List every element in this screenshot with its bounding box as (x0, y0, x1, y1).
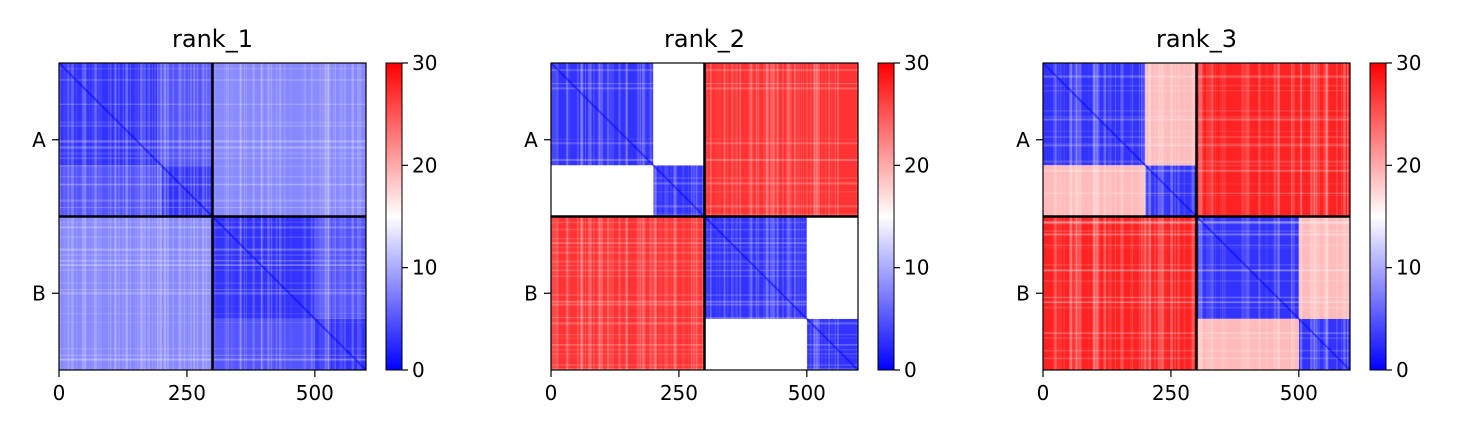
heatmap-block (59, 216, 213, 370)
heatmap-frame (58, 62, 367, 371)
heatmap-block (806, 216, 858, 319)
x-tick-label: 0 (545, 381, 558, 405)
x-tick-label: 0 (53, 381, 66, 405)
colorbar: 0 10 20 30 (877, 51, 929, 382)
heatmap-block (1196, 63, 1350, 217)
heatmap-panel-2: rank_2 0 250 500 A B 0 10 20 30 (524, 25, 929, 405)
heatmap-block (1043, 216, 1197, 370)
colorbar-gradient (385, 62, 403, 371)
colorbar: 0 10 20 30 (1369, 51, 1421, 382)
colorbar-tick-label: 30 (1396, 51, 1421, 75)
colorbar-tick-label: 20 (1396, 153, 1421, 177)
heatmap-panel-1: rank_1 0 250 500 A B 0 10 20 30 (32, 25, 437, 405)
heatmap-block (704, 63, 858, 217)
colorbar-tick-label: 20 (412, 153, 437, 177)
y-tick-label: B (32, 281, 46, 305)
y-tick-label: B (1016, 281, 1030, 305)
y-tick-label: B (524, 281, 538, 305)
heatmap-block (551, 216, 705, 370)
colorbar-tick-label: 30 (904, 51, 929, 75)
heatmap-block (1298, 216, 1350, 319)
heatmap-block (551, 165, 654, 217)
colorbar-tick-label: 10 (904, 256, 929, 280)
x-tick-label: 250 (1152, 381, 1190, 405)
colorbar-tick-label: 30 (412, 51, 437, 75)
x-tick-label: 0 (1037, 381, 1050, 405)
x-tick-label: 500 (788, 381, 826, 405)
heatmap-frame (1042, 62, 1351, 371)
heatmap-block (314, 216, 366, 319)
heatmap-block (1196, 318, 1299, 370)
heatmap-panel-3: rank_3 0 250 500 A B 0 10 20 30 (1016, 25, 1421, 405)
colorbar-tick-label: 0 (1396, 358, 1409, 382)
heatmap-block (653, 63, 705, 166)
colorbar: 0 10 20 30 (385, 51, 437, 382)
colorbar-tick-label: 10 (1396, 256, 1421, 280)
colorbar-tick-label: 0 (412, 358, 425, 382)
heatmap-block (1145, 63, 1197, 166)
colorbar-gradient (877, 62, 895, 371)
colorbar-tick-label: 0 (904, 358, 917, 382)
chart-title: rank_3 (1156, 25, 1237, 53)
x-tick-label: 500 (296, 381, 334, 405)
colorbar-gradient (1369, 62, 1387, 371)
chart-title: rank_2 (664, 25, 745, 53)
colorbar-tick-label: 20 (904, 153, 929, 177)
heatmap-block (212, 318, 315, 370)
chart-title: rank_1 (172, 25, 253, 53)
x-tick-label: 500 (1280, 381, 1318, 405)
heatmap-block (212, 63, 366, 217)
heatmap-block (1043, 165, 1146, 217)
y-tick-label: A (524, 128, 538, 152)
y-tick-label: A (1016, 128, 1030, 152)
heatmap-block (704, 318, 807, 370)
colorbar-tick-label: 10 (412, 256, 437, 280)
heatmap-block (59, 165, 162, 217)
heatmap-block (161, 63, 213, 166)
x-tick-label: 250 (660, 381, 698, 405)
heatmap-frame (550, 62, 859, 371)
x-tick-label: 250 (168, 381, 206, 405)
y-tick-label: A (32, 128, 46, 152)
